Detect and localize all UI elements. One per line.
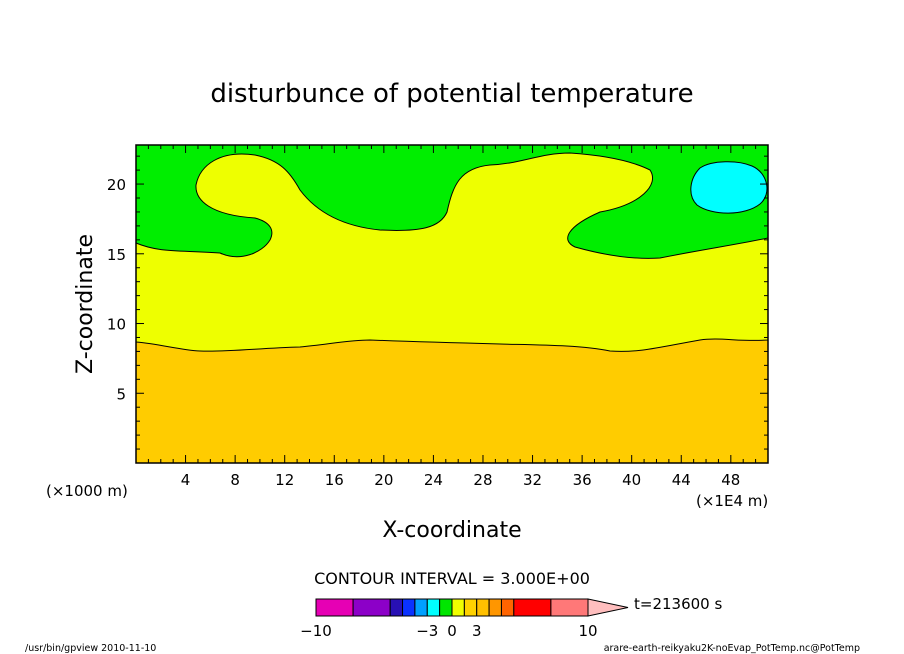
upper-layer-region — [135, 144, 769, 259]
colorbar-extension-triangle — [587, 598, 629, 617]
colorbar-swatch — [315, 598, 354, 617]
cold-pocket-region — [690, 161, 768, 214]
x-axis-label: X-coordinate — [382, 518, 521, 543]
time-label: t=213600 s — [634, 595, 722, 613]
colorbar-swatch — [451, 598, 465, 617]
y-tick-label: 15 — [107, 246, 126, 264]
colorbar-swatch — [414, 598, 428, 617]
colorbar-swatch — [488, 598, 502, 617]
colorbar-swatch — [550, 598, 589, 617]
colorbar-swatch — [389, 598, 404, 617]
mid-layer-region — [135, 144, 769, 352]
colorbar-tick-label: −10 — [300, 622, 332, 640]
x-tick-label: 20 — [374, 471, 393, 489]
x-tick-label: 24 — [424, 471, 443, 489]
x-tick-label: 16 — [325, 471, 344, 489]
contour-plot-area — [135, 144, 769, 464]
colorbar — [315, 598, 629, 617]
x-unit-right: (×1E4 m) — [696, 492, 768, 510]
y-tick-label: 10 — [107, 316, 126, 334]
x-tick-label: 44 — [672, 471, 691, 489]
y-tick-label: 20 — [107, 176, 126, 194]
contour-interval-label: CONTOUR INTERVAL = 3.000E+00 — [314, 569, 590, 588]
x-tick-label: 12 — [275, 471, 294, 489]
x-tick-label: 40 — [622, 471, 641, 489]
footer-left: /usr/bin/gpview 2010-11-10 — [25, 643, 156, 654]
colorbar-tick-label: 10 — [578, 622, 597, 640]
x-tick-label: 8 — [230, 471, 240, 489]
colorbar-tick-labels: −10 −3 0 3 10 — [300, 622, 597, 640]
x-tick-label: 4 — [181, 471, 191, 489]
colorbar-tick-label: −3 — [416, 622, 438, 640]
y-axis-label: Z-coordinate — [73, 234, 98, 374]
colorbar-swatch — [402, 598, 416, 617]
plot-frame — [135, 144, 769, 464]
colorbar-swatch — [439, 598, 453, 617]
colorbar-swatch — [476, 598, 490, 617]
x-tick-labels: 4 8 12 16 20 24 28 32 36 40 44 48 — [181, 471, 741, 489]
colorbar-swatch — [426, 598, 441, 617]
chart-title: disturbunce of potential temperature — [210, 79, 693, 109]
axis-ticks — [136, 145, 768, 463]
colorbar-swatch — [513, 598, 552, 617]
colorbar-swatch — [352, 598, 391, 617]
y-tick-label: 5 — [116, 385, 126, 403]
x-tick-label: 32 — [523, 471, 542, 489]
y-tick-labels: 5 10 15 20 — [107, 176, 126, 403]
colorbar-tick-label: 3 — [472, 622, 482, 640]
x-tick-label: 48 — [721, 471, 740, 489]
x-tick-label: 36 — [573, 471, 592, 489]
colorbar-swatch — [500, 598, 515, 617]
x-tick-label: 28 — [473, 471, 492, 489]
colorbar-swatch — [463, 598, 478, 617]
x-unit-left: (×1000 m) — [46, 482, 128, 500]
colorbar-tick-label: 0 — [447, 622, 457, 640]
footer-right: arare-earth-reikyaku2K-noEvap_PotTemp.nc… — [604, 643, 860, 654]
